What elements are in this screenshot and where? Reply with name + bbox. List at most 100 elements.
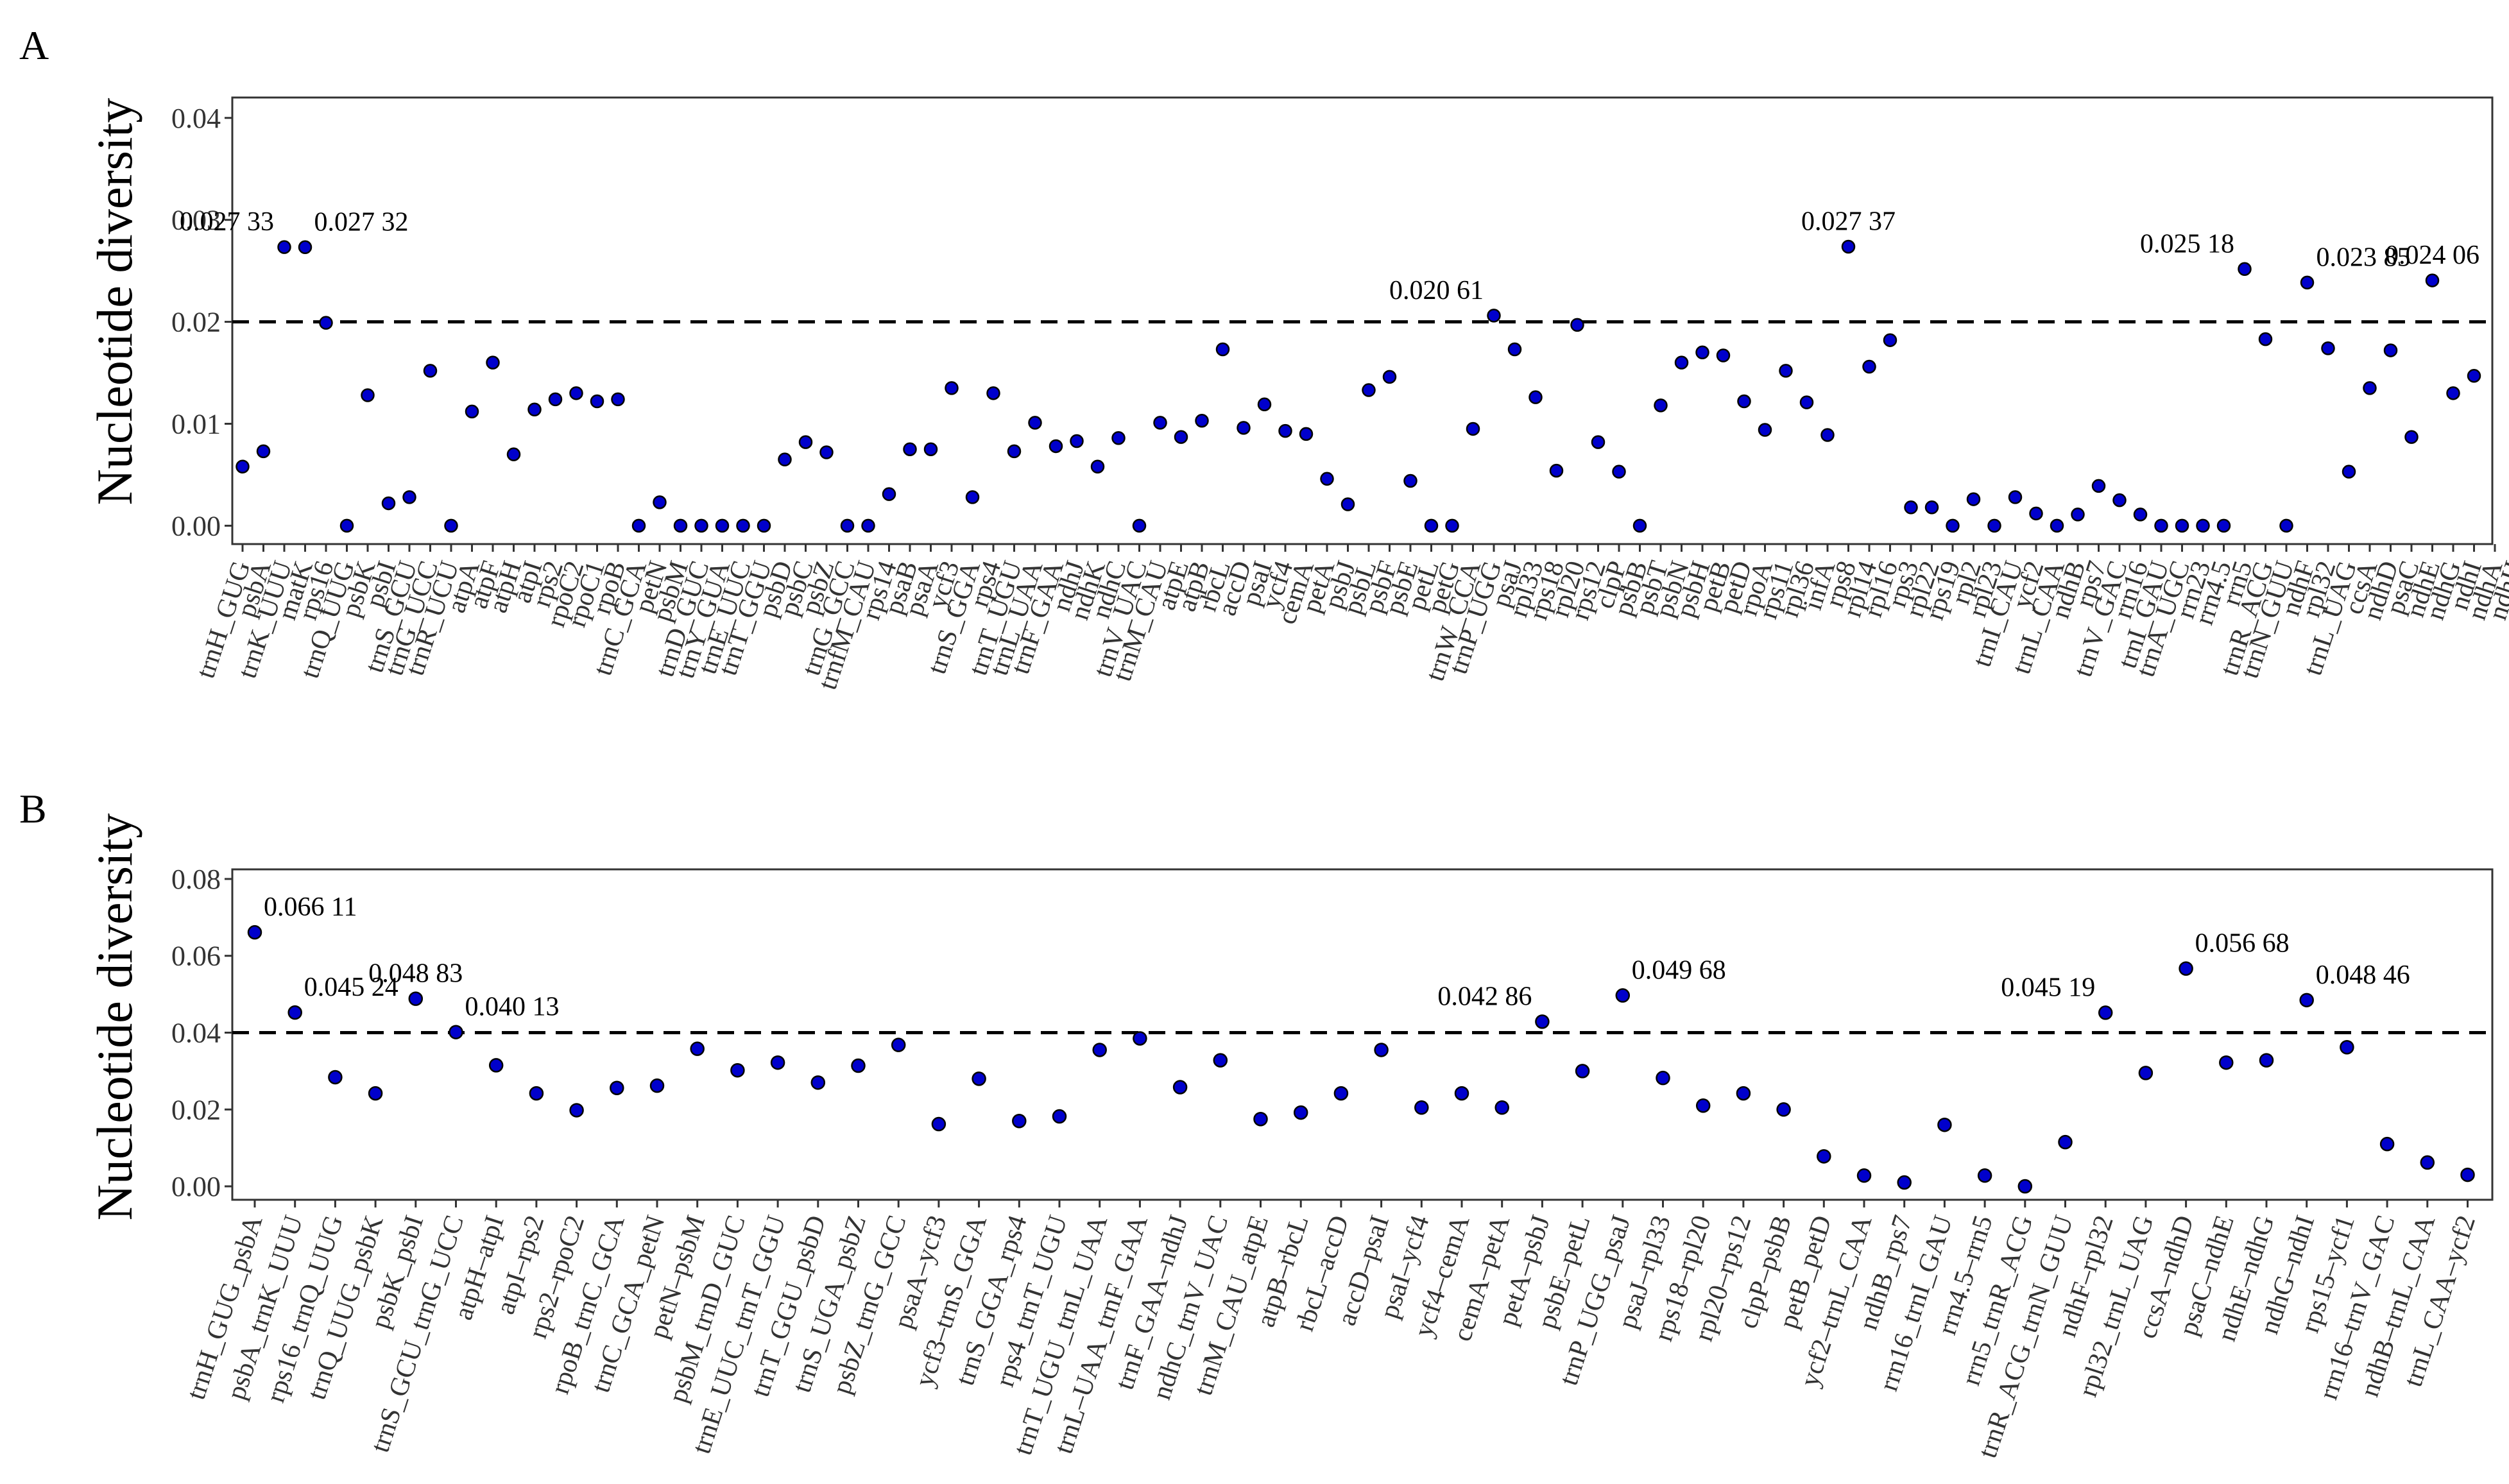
data-point xyxy=(690,1041,705,1056)
data-point xyxy=(903,442,917,456)
data-point xyxy=(2071,507,2085,522)
data-point xyxy=(1466,422,1480,436)
y-tick-label: 0.02 xyxy=(171,1094,221,1125)
data-point xyxy=(882,487,896,501)
data-label: 0.040 13 xyxy=(465,993,560,1022)
data-point xyxy=(2259,1053,2274,1068)
data-point xyxy=(444,518,458,533)
data-point xyxy=(488,1058,504,1073)
data-point xyxy=(1374,1043,1389,1057)
data-point xyxy=(1615,988,1631,1003)
data-point xyxy=(1695,345,1709,360)
data-point xyxy=(1799,395,1814,409)
data-point xyxy=(1153,416,1167,430)
y-tick-label: 0.04 xyxy=(171,1018,221,1049)
data-point xyxy=(298,240,313,255)
data-point xyxy=(2008,490,2023,504)
data-point xyxy=(2112,493,2127,507)
data-point xyxy=(923,442,938,456)
data-point xyxy=(1779,364,1793,378)
data-point xyxy=(319,316,333,330)
data-point xyxy=(1362,383,1376,397)
data-point xyxy=(649,1078,665,1093)
data-point xyxy=(465,404,479,419)
data-label: 0.023 85 xyxy=(2316,243,2411,272)
data-point xyxy=(1549,463,1564,478)
data-point xyxy=(2175,518,2189,533)
data-point xyxy=(1737,394,1751,409)
data-point xyxy=(770,1055,785,1070)
data-point xyxy=(1299,427,1314,441)
data-label: 0.020 61 xyxy=(1389,276,1484,305)
data-point xyxy=(1674,355,1689,370)
data-point xyxy=(2216,518,2231,533)
data-point xyxy=(1293,1105,1308,1120)
data-point xyxy=(673,518,688,533)
plot-frame-b xyxy=(231,868,2494,1201)
panel-a: A Nucleotide diversity 0.000.010.020.030… xyxy=(19,22,2509,694)
data-point xyxy=(1758,423,1772,437)
data-point xyxy=(653,495,667,509)
data-label: 0.025 18 xyxy=(2140,229,2234,259)
data-point xyxy=(527,402,542,416)
data-point xyxy=(486,355,500,370)
data-point xyxy=(1403,473,1417,488)
data-point xyxy=(590,394,604,409)
data-label: 0.042 86 xyxy=(1437,982,1532,1011)
y-axis-ticks-a: 0.00 0.01 0.02 0.03 0.04 xyxy=(171,103,232,542)
y-tick-label: 0.00 xyxy=(171,1171,221,1202)
data-point xyxy=(277,240,291,254)
y-tick-label: 0.08 xyxy=(171,864,221,895)
data-point xyxy=(2460,1167,2475,1182)
data-point xyxy=(247,925,262,940)
y-tick-label: 0.03 xyxy=(171,205,221,236)
data-point xyxy=(1856,1168,1872,1183)
data-point xyxy=(1257,397,1272,412)
data-point xyxy=(2379,1136,2395,1152)
y-tick-label: 0.01 xyxy=(171,408,221,439)
data-point xyxy=(986,386,1000,400)
data-point xyxy=(1820,428,1835,442)
data-point xyxy=(1946,518,1960,533)
data-label: 0.045 19 xyxy=(2001,973,2095,1002)
data-point xyxy=(694,518,708,533)
data-point xyxy=(1070,434,1084,448)
data-point xyxy=(2196,518,2210,533)
data-point xyxy=(1695,1098,1711,1113)
data-label: 0.056 68 xyxy=(2195,929,2290,959)
x-axis-tick-labels-b: trnH_GUG_psbApsbA_trnK_UUUrps16_trnQ_UUG… xyxy=(181,1200,2481,1462)
data-point xyxy=(1817,1149,1831,1164)
data-point xyxy=(287,1005,302,1020)
data-point xyxy=(1049,439,1063,454)
data-point xyxy=(730,1062,745,1078)
data-point xyxy=(2179,961,2193,976)
data-point xyxy=(1977,1168,1992,1183)
data-point xyxy=(1253,1111,1268,1127)
data-point xyxy=(2058,1134,2073,1150)
data-point xyxy=(361,388,375,402)
y-tick-label: 0.00 xyxy=(171,510,221,542)
data-label: 0.024 06 xyxy=(2385,241,2479,270)
y-axis-label-b: Nucleotide diversity xyxy=(87,814,142,1221)
data-point xyxy=(1320,472,1334,486)
data-point xyxy=(631,518,646,533)
data-point xyxy=(1575,1064,1590,1079)
data-point xyxy=(851,1058,866,1073)
data-point xyxy=(449,1025,463,1039)
data-point xyxy=(1494,1100,1509,1115)
data-point xyxy=(328,1070,343,1085)
data-point xyxy=(1776,1102,1791,1117)
data-point xyxy=(1841,239,1856,254)
data-point xyxy=(2238,262,2252,277)
data-point xyxy=(339,518,354,533)
data-point xyxy=(1612,465,1626,479)
data-point xyxy=(529,1086,544,1101)
data-point xyxy=(408,991,424,1006)
data-point xyxy=(2383,343,2398,357)
data-point xyxy=(423,364,438,378)
data-point xyxy=(1007,444,1022,459)
data-point xyxy=(611,392,625,407)
data-point xyxy=(840,518,855,533)
data-point xyxy=(2017,1179,2033,1194)
